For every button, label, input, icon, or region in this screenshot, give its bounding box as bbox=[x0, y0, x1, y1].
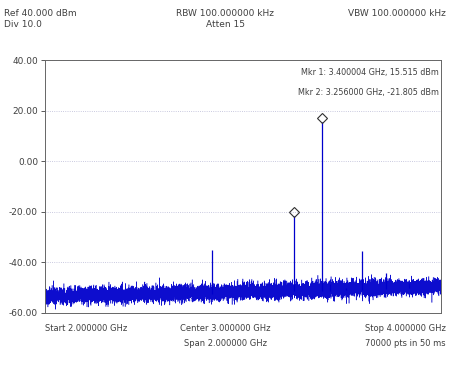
Text: Mkr 2: 3.256000 GHz, -21.805 dBm: Mkr 2: 3.256000 GHz, -21.805 dBm bbox=[298, 88, 439, 97]
Text: 70000 pts in 50 ms: 70000 pts in 50 ms bbox=[365, 339, 446, 348]
Text: VBW 100.000000 kHz: VBW 100.000000 kHz bbox=[347, 9, 446, 18]
Text: Div 10.0: Div 10.0 bbox=[4, 20, 42, 29]
Text: Center 3.000000 GHz: Center 3.000000 GHz bbox=[180, 324, 270, 333]
Text: Span 2.000000 GHz: Span 2.000000 GHz bbox=[184, 339, 266, 348]
Text: Mkr 1: 3.400004 GHz, 15.515 dBm: Mkr 1: 3.400004 GHz, 15.515 dBm bbox=[301, 68, 439, 77]
Text: RBW 100.000000 kHz: RBW 100.000000 kHz bbox=[176, 9, 274, 18]
Text: Atten 15: Atten 15 bbox=[206, 20, 244, 29]
Text: Start 2.000000 GHz: Start 2.000000 GHz bbox=[45, 324, 127, 333]
Text: Ref 40.000 dBm: Ref 40.000 dBm bbox=[4, 9, 77, 18]
Text: Stop 4.000000 GHz: Stop 4.000000 GHz bbox=[364, 324, 446, 333]
